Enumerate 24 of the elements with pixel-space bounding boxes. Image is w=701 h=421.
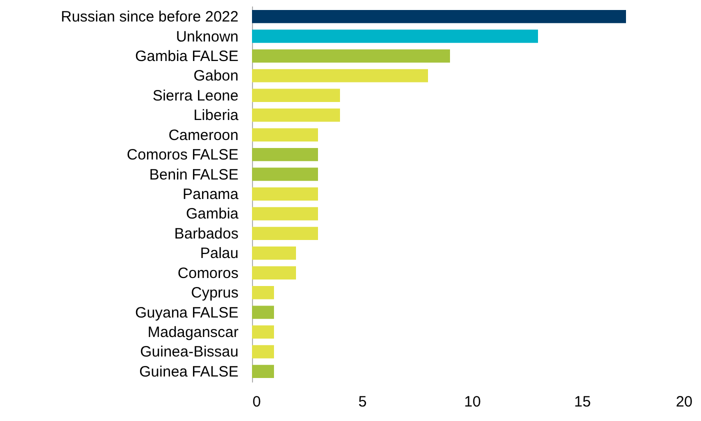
y-tick-label: Gabon: [193, 68, 238, 85]
y-tick-label: Panama: [182, 186, 240, 203]
y-tick-label: Gambia FALSE: [135, 48, 238, 65]
y-tick-label: Unknown: [176, 28, 238, 46]
y-tick-label: Comoros: [178, 264, 238, 282]
y-tick-label: Benin FALSE: [149, 166, 238, 184]
y-tick-label: Barbados: [174, 225, 238, 242]
x-tick-label: 20: [676, 394, 692, 410]
y-tick-label: Madaganscar: [148, 324, 238, 342]
y-tick-label: Russian since before 2022: [60, 8, 238, 26]
y-tick-label: Sierra Leone: [152, 87, 238, 104]
x-tick-label: 0: [252, 394, 261, 410]
y-tick-label: Cyprus: [190, 284, 238, 302]
y-tick-label: Guinea-Bissau: [140, 344, 238, 361]
y-tick-label: Guinea FALSE: [139, 363, 238, 380]
x-tick-label: 15: [574, 394, 591, 410]
y-tick-label: Liberia: [193, 107, 240, 124]
y-tick-label: Gambia: [186, 206, 240, 223]
y-tick-label: Guyana FALSE: [135, 304, 238, 322]
y-tick-label: Comoros FALSE: [126, 146, 238, 164]
y-tick-label: Palau: [200, 245, 238, 262]
x-tick-label: 5: [358, 394, 367, 410]
y-tick-label: Cameroon: [168, 126, 238, 144]
x-tick-label: 10: [464, 394, 481, 410]
